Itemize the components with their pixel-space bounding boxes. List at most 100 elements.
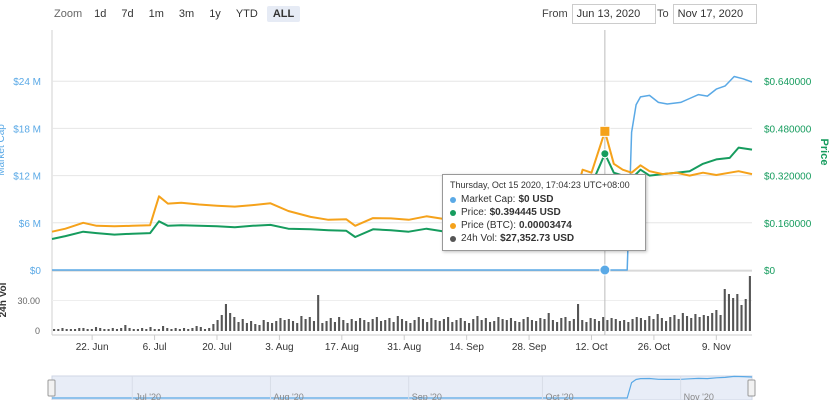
volume-bar — [618, 321, 622, 331]
volume-bar — [258, 325, 261, 331]
volume-bar — [606, 320, 609, 331]
volume-bar — [199, 327, 202, 331]
x-tick-label: 22. Jun — [76, 342, 109, 353]
volume-bar — [191, 328, 194, 331]
volume-bar — [459, 318, 462, 331]
volume-axis-title: 24h Vol — [0, 282, 9, 317]
volume-axis-tick-label: 30.00 — [17, 296, 40, 306]
range-from: From Jun 13, 2020 — [542, 4, 656, 24]
to-label: To — [657, 8, 669, 20]
volume-bar — [115, 329, 119, 331]
hover-marker-price — [600, 149, 610, 159]
zoom-button-7d[interactable]: 7d — [121, 8, 134, 20]
navigator-tick-label: Oct '20 — [545, 392, 573, 400]
x-tick-label: 17. Aug — [325, 342, 359, 353]
volume-bar — [409, 323, 412, 331]
tooltip-dot-icon — [450, 235, 456, 242]
x-tick-label: 26. Oct — [638, 342, 670, 353]
volume-bar — [396, 316, 399, 331]
volume-bar — [53, 329, 56, 331]
volume-bar — [719, 315, 722, 331]
volume-bar — [447, 317, 450, 331]
left-axis-title: Market Cap — [0, 124, 7, 176]
volume-bar — [254, 324, 257, 331]
left-axis-tick-label: $18 M — [13, 124, 41, 135]
navigator-tick-label: Jul '20 — [135, 392, 161, 400]
x-tick-label: 3. Aug — [265, 342, 293, 353]
hover-marker-price-btc — [599, 125, 611, 137]
volume-bar — [86, 329, 89, 331]
volume-bar — [145, 329, 148, 331]
volume-bar — [702, 315, 705, 331]
volume-bar — [308, 317, 311, 331]
volume-bar — [212, 324, 215, 331]
volume-bar — [224, 304, 227, 331]
volume-bar — [690, 318, 693, 331]
x-tick-label: 6. Jul — [143, 342, 167, 353]
volume-bar — [103, 329, 106, 331]
navigator-right-handle — [747, 379, 756, 397]
volume-bar — [727, 294, 730, 331]
tooltip-row-market-cap: Market Cap: $0 USD — [450, 193, 638, 206]
volume-bar — [384, 320, 387, 331]
volume-bar — [237, 322, 240, 331]
volume-bar — [497, 317, 500, 331]
volume-bar — [627, 322, 630, 331]
volume-bar — [132, 329, 135, 331]
volume-bar — [405, 321, 408, 331]
x-tick-label: 31. Aug — [387, 342, 421, 353]
volume-bar — [296, 323, 299, 331]
volume-bar — [136, 329, 139, 331]
zoom-button-3m[interactable]: 3m — [178, 8, 195, 20]
volume-bar — [665, 321, 668, 331]
hover-marker-market-cap — [599, 264, 611, 276]
zoom-button-1d[interactable]: 1d — [94, 8, 107, 20]
volume-bar — [539, 318, 542, 331]
zoom-button-1m[interactable]: 1m — [148, 8, 164, 20]
volume-bar — [229, 313, 232, 331]
volume-bar — [283, 320, 286, 331]
right-axis-tick-label: $0.480000 — [764, 124, 812, 135]
volume-bar — [208, 328, 211, 331]
volume-bar — [120, 328, 123, 331]
right-axis-tick-label: $0.160000 — [764, 219, 812, 230]
volume-bar — [203, 329, 207, 331]
right-axis-tick-label: $0 — [764, 266, 776, 277]
volume-bar — [623, 320, 626, 331]
volume-bar — [346, 323, 349, 331]
to-date-input[interactable]: Nov 17, 2020 — [672, 4, 757, 24]
x-tick-label: 28. Sep — [512, 342, 547, 353]
tooltip-row-volume: 24h Vol: $27,352.73 USD — [450, 232, 638, 245]
volume-bar — [363, 320, 366, 331]
volume-bar — [652, 319, 655, 331]
volume-bar — [455, 320, 458, 331]
volume-bar — [220, 315, 223, 331]
zoom-button-ytd[interactable]: YTD — [235, 8, 258, 20]
volume-bar — [400, 319, 404, 331]
volume-bar — [162, 326, 165, 331]
navigator-series-line — [52, 375, 753, 399]
volume-bar — [610, 318, 613, 331]
tooltip-value: 0.00003474 — [519, 220, 572, 231]
volume-bar — [430, 318, 433, 331]
volume-bar — [291, 321, 295, 331]
zoom-button-all[interactable]: ALL — [266, 6, 301, 22]
volume-bar — [656, 314, 659, 331]
volume-bar — [723, 289, 726, 331]
volume-bar — [128, 328, 131, 331]
volume-bar — [669, 317, 672, 331]
volume-bar — [568, 321, 571, 331]
tooltip-row-price: Price: $0.394445 USD — [450, 206, 638, 219]
volume-bar — [325, 321, 328, 331]
zoom-button-1y[interactable]: 1y — [209, 8, 221, 20]
volume-bar — [350, 319, 353, 331]
volume-bar — [312, 321, 316, 331]
tooltip-value: $27,352.73 USD — [500, 233, 575, 244]
volume-bar — [426, 322, 429, 331]
volume-bar — [300, 316, 303, 331]
volume-bar — [543, 319, 546, 331]
volume-bar — [275, 321, 278, 331]
volume-bar — [488, 322, 492, 331]
from-date-input[interactable]: Jun 13, 2020 — [571, 4, 656, 24]
